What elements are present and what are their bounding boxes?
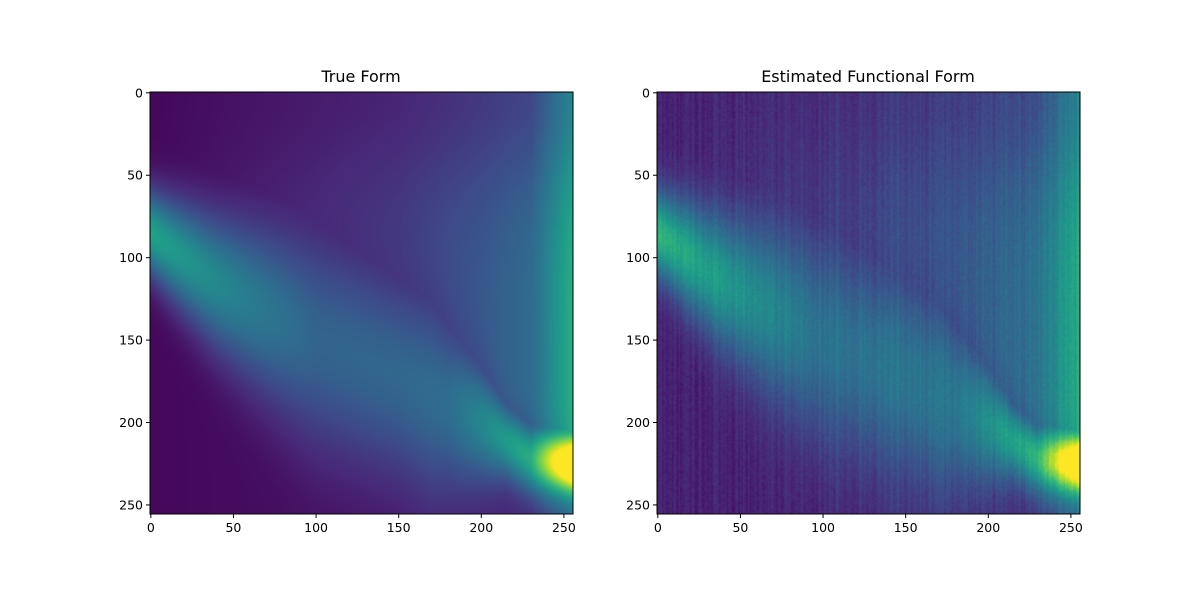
x-axis: 0 50 100 150 200 250 <box>147 514 576 535</box>
y-tick-label: 100 <box>119 250 143 265</box>
x-tick-label: 0 <box>654 520 662 535</box>
x-tick-label: 150 <box>894 520 918 535</box>
x-tick-label: 0 <box>147 520 155 535</box>
x-axis: 0 50 100 150 200 250 <box>654 514 1083 535</box>
y-tick-label: 50 <box>127 168 143 183</box>
y-tick-label: 50 <box>634 168 650 183</box>
x-tick-label: 100 <box>304 520 328 535</box>
y-tick-label: 200 <box>119 415 143 430</box>
x-tick-label: 250 <box>1059 520 1083 535</box>
y-tick-label: 250 <box>626 497 650 512</box>
x-tick-label: 50 <box>732 520 748 535</box>
x-tick-label: 250 <box>552 520 576 535</box>
x-tick-label: 200 <box>469 520 493 535</box>
heatmap-image <box>150 92 573 514</box>
y-tick-label: 200 <box>626 415 650 430</box>
y-axis: 0 50 100 150 200 250 <box>119 85 150 512</box>
axes-frame <box>149 91 574 515</box>
y-tick-label: 100 <box>626 250 650 265</box>
x-tick-label: 100 <box>811 520 835 535</box>
axes-frame <box>656 91 1081 515</box>
x-tick-label: 200 <box>976 520 1000 535</box>
x-tick-label: 150 <box>387 520 411 535</box>
heatmap-image <box>657 92 1080 514</box>
y-axis: 0 50 100 150 200 250 <box>626 85 657 512</box>
y-tick-label: 150 <box>626 333 650 348</box>
estimated-form-panel: Estimated Functional Form 0 50 100 150 200 25… <box>626 67 1083 535</box>
chart-title: True Form <box>320 67 400 86</box>
true-form-panel: True Form 0 50 100 150 200 250 0 50 100 150 200 25… <box>119 67 576 535</box>
y-tick-label: 0 <box>642 85 650 100</box>
x-tick-label: 50 <box>225 520 241 535</box>
y-tick-label: 250 <box>119 497 143 512</box>
y-tick-label: 0 <box>135 85 143 100</box>
y-tick-label: 150 <box>119 333 143 348</box>
chart-title: Estimated Functional Form <box>761 67 975 86</box>
